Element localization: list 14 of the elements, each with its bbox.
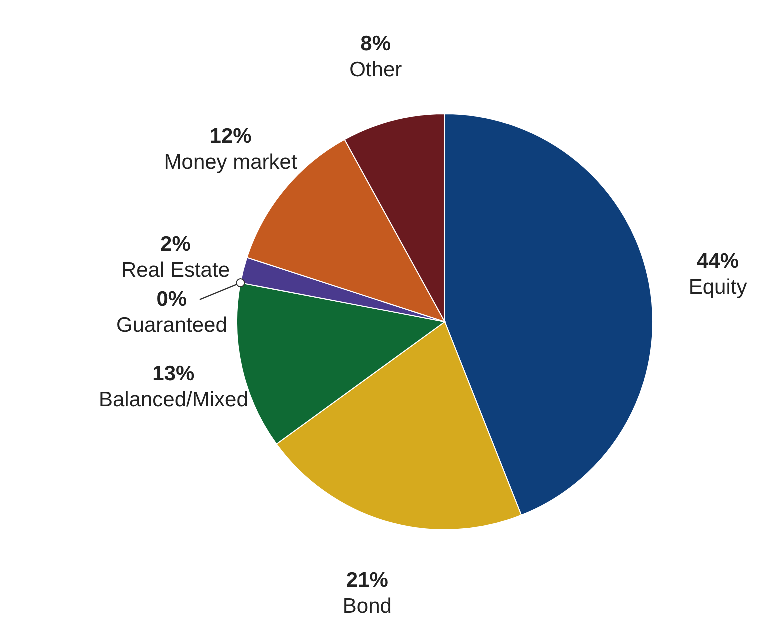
data-label: 44% bbox=[697, 250, 740, 273]
text: 0% bbox=[156, 288, 188, 311]
slice-label: Money market bbox=[164, 150, 298, 174]
data-label: 2% bbox=[160, 232, 192, 256]
slice-label: Equity bbox=[688, 276, 748, 299]
slice-label: Balanced/Mixed bbox=[98, 388, 248, 412]
data-label: 21% bbox=[346, 568, 389, 592]
slice-label: Real Estate bbox=[121, 258, 230, 282]
data-label: 13% bbox=[152, 362, 196, 386]
slice-label: Other bbox=[350, 58, 402, 82]
data-label: 12% bbox=[210, 124, 252, 148]
slice-label: Bond bbox=[342, 594, 392, 618]
data-label: 8% bbox=[360, 32, 392, 56]
category-label: Guaranteed bbox=[116, 314, 228, 337]
